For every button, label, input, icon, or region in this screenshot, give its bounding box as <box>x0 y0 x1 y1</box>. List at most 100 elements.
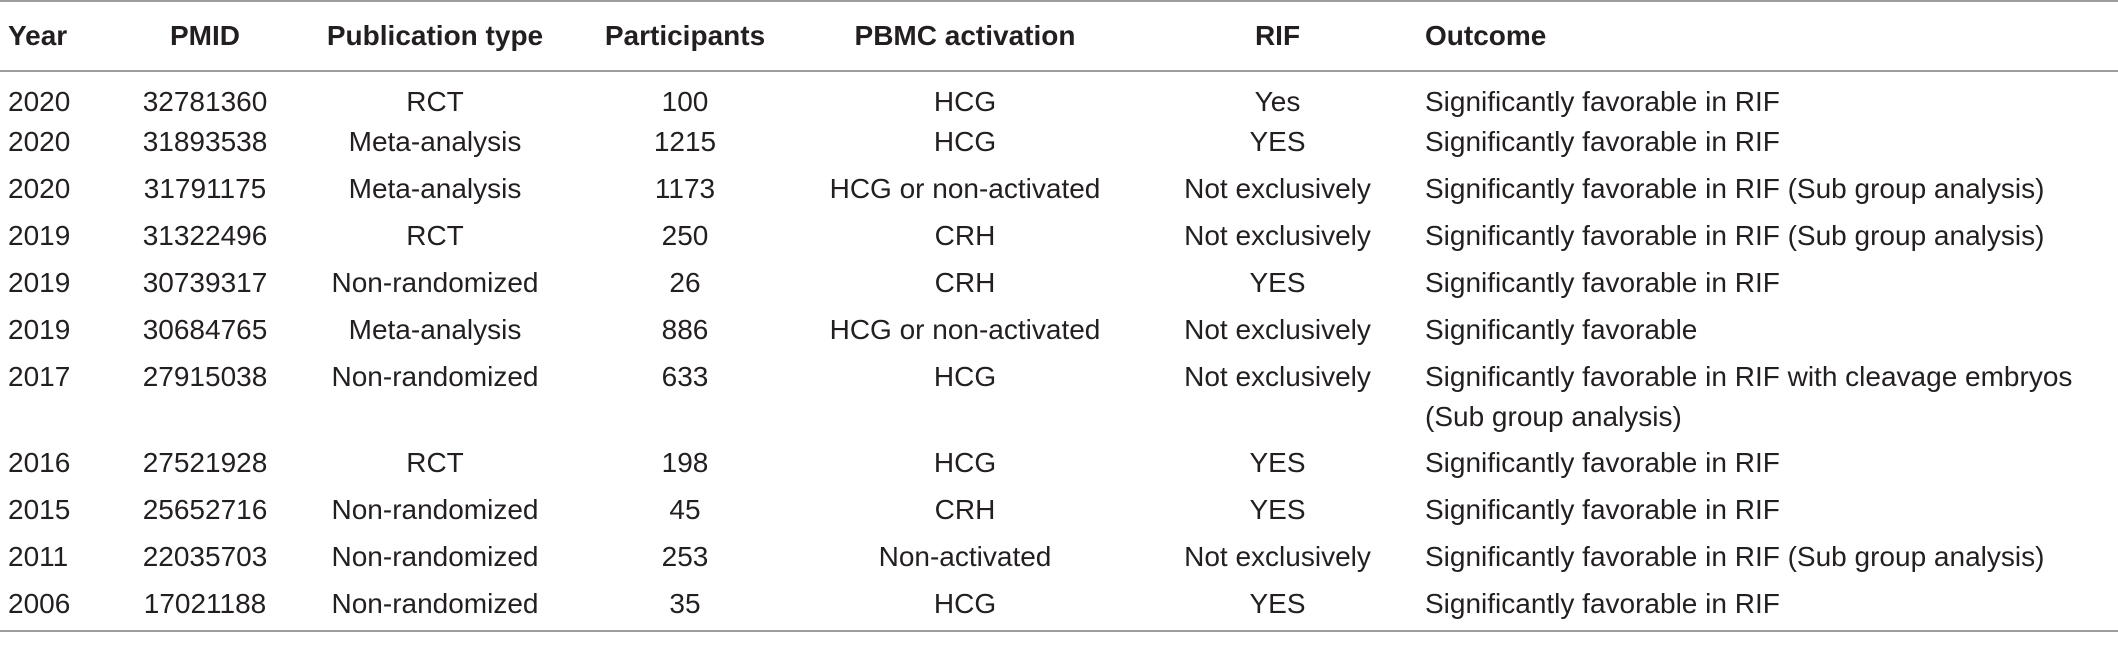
cell-year: 2020 <box>8 126 71 157</box>
cell-publication-type: Non-randomized <box>331 494 539 525</box>
cell-rif: YES <box>1249 267 1306 298</box>
cell-outcome: Significantly favorable in RIF <box>1425 126 1780 157</box>
cell-pmid: 27915038 <box>142 361 268 392</box>
cell-year: 2020 <box>8 86 71 117</box>
cell-pbmc-activation: HCG <box>933 447 997 478</box>
cell-participants: 1173 <box>654 173 716 204</box>
cell-participants: 253 <box>661 541 709 572</box>
cell-participants: 45 <box>669 494 701 525</box>
cell-pmid: 30739317 <box>142 267 268 298</box>
header-year: Year <box>0 0 110 72</box>
cell-rif: YES <box>1249 447 1306 478</box>
cell-rif: Not exclusively <box>1184 361 1371 392</box>
cell-participants: 198 <box>661 447 709 478</box>
cell-year: 2006 <box>0 584 110 632</box>
cell-pmid: 30684765 <box>142 314 268 345</box>
cell-rif: YES <box>1130 584 1425 632</box>
table-row: 2020 31893538 Meta-analysis 1215 HCG YES… <box>0 122 2118 169</box>
table-row: 2019 30684765 Meta-analysis 886 HCG or n… <box>0 310 2118 357</box>
header-rif: RIF <box>1130 0 1425 72</box>
cell-outcome: Significantly favorable in RIF <box>1425 267 1780 298</box>
cell-participants: 1215 <box>653 126 717 157</box>
cell-outcome: Significantly favorable in RIF <box>1425 584 2118 632</box>
cell-year: 2011 <box>8 541 69 572</box>
cell-publication-type: Non-randomized <box>331 267 539 298</box>
cell-publication-type: RCT <box>406 86 464 117</box>
cell-participants: 100 <box>661 86 709 117</box>
table-row: 2006 17021188 Non-randomized 35 HCG YES … <box>0 584 2118 632</box>
cell-outcome: Significantly favorable in RIF (Sub grou… <box>1425 541 2045 572</box>
cell-outcome: Significantly favorable in RIF with clea… <box>1425 361 2073 432</box>
cell-pbmc-activation: CRH <box>934 267 996 298</box>
header-row: Year PMID Publication type Participants … <box>0 0 2118 72</box>
cell-rif: Not exclusively <box>1184 173 1371 204</box>
cell-rif: Not exclusively <box>1184 314 1371 345</box>
cell-rif: Not exclusively <box>1184 541 1371 572</box>
cell-pmid: 31791175 <box>143 173 267 204</box>
cell-pbmc-activation: HCG <box>933 361 997 392</box>
header-participants: Participants <box>570 0 800 72</box>
cell-publication-type: Non-randomized <box>331 361 539 392</box>
cell-pbmc-activation: CRH <box>934 220 996 251</box>
cell-outcome: Significantly favorable in RIF <box>1425 447 1780 478</box>
table-row: 2019 31322496 RCT 250 CRH Not exclusivel… <box>0 216 2118 263</box>
cell-pmid: 32781360 <box>142 86 268 117</box>
table-row: 2015 25652716 Non-randomized 45 CRH YES … <box>0 490 2118 537</box>
cell-rif: Not exclusively <box>1184 220 1371 251</box>
cell-pbmc-activation: HCG or non-activated <box>829 314 1101 345</box>
table-row: 2011 22035703 Non-randomized 253 Non-act… <box>0 537 2118 584</box>
cell-participants: 633 <box>661 361 709 392</box>
cell-pmid: 25652716 <box>142 494 268 525</box>
cell-outcome: Significantly favorable in RIF (Sub grou… <box>1425 220 2045 251</box>
cell-participants: 886 <box>661 314 709 345</box>
cell-rif: YES <box>1249 494 1306 525</box>
cell-rif: Yes <box>1254 86 1301 117</box>
cell-pbmc-activation: HCG <box>800 584 1130 632</box>
table-row: 2016 27521928 RCT 198 HCG YES Significan… <box>0 443 2118 490</box>
cell-pmid: 17021188 <box>110 584 300 632</box>
cell-year: 2020 <box>8 173 71 204</box>
table-header: Year PMID Publication type Participants … <box>0 0 2118 72</box>
cell-pbmc-activation: HCG or non-activated <box>829 173 1101 204</box>
table-row: 2017 27915038 Non-randomized 633 HCG Not… <box>0 357 2118 443</box>
cell-pmid: 31322496 <box>142 220 268 251</box>
cell-publication-type: RCT <box>406 220 464 251</box>
cell-pbmc-activation: Non-activated <box>878 541 1052 572</box>
studies-table: Year PMID Publication type Participants … <box>0 0 2118 632</box>
cell-outcome: Significantly favorable in RIF <box>1425 86 1780 117</box>
cell-publication-type: Meta-analysis <box>348 173 522 204</box>
header-outcome: Outcome <box>1425 0 2118 72</box>
cell-pmid: 31893538 <box>142 126 268 157</box>
cell-year: 2019 <box>8 220 71 251</box>
cell-year: 2019 <box>8 314 71 345</box>
cell-participants: 250 <box>661 220 709 251</box>
cell-pmid: 22035703 <box>142 541 268 572</box>
header-pmid: PMID <box>110 0 300 72</box>
cell-outcome: Significantly favorable in RIF (Sub grou… <box>1425 173 2045 204</box>
header-pbmc-activation: PBMC activation <box>800 0 1130 72</box>
cell-pbmc-activation: HCG <box>933 86 997 117</box>
table-body: 2020 32781360 RCT 100 HCG Yes Significan… <box>0 71 2118 632</box>
cell-pmid: 27521928 <box>142 447 268 478</box>
table-row: 2020 31791175 Meta-analysis 1173 HCG or … <box>0 169 2118 216</box>
cell-year: 2016 <box>8 447 71 478</box>
cell-pbmc-activation: HCG <box>933 126 997 157</box>
cell-outcome: Significantly favorable <box>1425 314 1698 345</box>
table-row: 2020 32781360 RCT 100 HCG Yes Significan… <box>0 71 2118 122</box>
cell-publication-type: RCT <box>406 447 464 478</box>
cell-publication-type: Meta-analysis <box>348 126 522 157</box>
cell-participants: 26 <box>669 267 701 298</box>
cell-rif: YES <box>1249 126 1306 157</box>
cell-outcome: Significantly favorable in RIF <box>1425 494 1780 525</box>
cell-year: 2015 <box>8 494 71 525</box>
cell-year: 2017 <box>8 361 71 392</box>
cell-pbmc-activation: CRH <box>934 494 996 525</box>
table-row: 2019 30739317 Non-randomized 26 CRH YES … <box>0 263 2118 310</box>
cell-year: 2019 <box>8 267 71 298</box>
cell-publication-type: Meta-analysis <box>348 314 522 345</box>
cell-publication-type: Non-randomized <box>331 541 539 572</box>
cell-participants: 35 <box>570 584 800 632</box>
header-publication-type: Publication type <box>300 0 570 72</box>
cell-publication-type: Non-randomized <box>300 584 570 632</box>
